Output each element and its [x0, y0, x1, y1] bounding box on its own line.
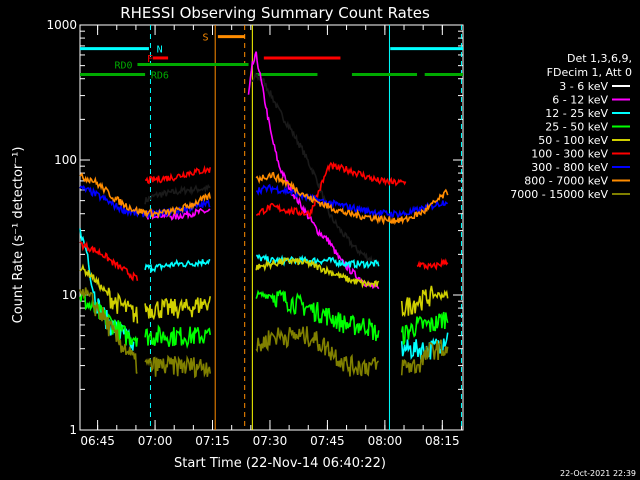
flag-label-rd6: RD6 [151, 70, 169, 81]
series-line-4 [400, 285, 449, 318]
x-tick-label: 07:00 [138, 434, 173, 448]
y-tick-label: 1000 [46, 18, 77, 32]
series-line-3 [79, 291, 139, 347]
flag-label-rd0: RD0 [114, 60, 132, 71]
series-line-4 [255, 256, 380, 289]
series-line-0 [144, 183, 211, 205]
legend-entry-label: 800 - 7000 keV [524, 175, 608, 188]
plot-area: 1 10 100 1000 06:45 07:00 07:15 07:30 07:45 08:00… [46, 18, 464, 448]
series-line-8 [400, 339, 449, 376]
x-tick-label: 06:45 [80, 434, 115, 448]
legend-entry-label: 300 - 800 keV [531, 161, 608, 174]
series-line-8 [255, 326, 379, 377]
series-line-8 [144, 354, 211, 379]
chart-title: RHESSI Observing Summary Count Rates [120, 4, 430, 22]
series-line-3 [400, 311, 449, 345]
y-tick-label: 100 [54, 153, 77, 167]
footer-timestamp: 22-Oct-2021 22:39 [560, 469, 636, 478]
flag-label-s: S [203, 33, 209, 44]
series-line-4 [144, 296, 211, 321]
x-tick-label: 07:30 [253, 434, 288, 448]
series-line-1 [247, 51, 380, 290]
series-line-3 [255, 289, 380, 342]
x-tick-label: 07:15 [195, 434, 230, 448]
series-line-8 [79, 287, 138, 375]
y-axis-label: Count Rate (s⁻¹ detector⁻¹) [11, 147, 26, 324]
series-line-5 [256, 161, 407, 218]
legend-entry-label: 50 - 100 keV [538, 134, 608, 147]
series-line-7 [255, 171, 449, 226]
series-line-5 [416, 257, 449, 271]
y-tick-label: 1 [69, 423, 77, 437]
series-line-0 [251, 71, 379, 269]
x-tick-label: 07:45 [310, 434, 345, 448]
x-tick-label: 08:00 [368, 434, 403, 448]
legend-header: FDecim 1, Att 0 [547, 66, 632, 79]
series-line-1 [144, 207, 211, 221]
series-line-2 [144, 258, 211, 273]
series-line-5 [144, 164, 211, 185]
legend-entry-label: 12 - 25 keV [545, 107, 608, 120]
series-line-7 [79, 172, 211, 219]
series-line-3 [144, 324, 211, 350]
legend-entry-label: 7000 - 15000 keV [510, 188, 608, 201]
legend-entry-label: 100 - 300 keV [531, 148, 608, 161]
legend-entry-label: 3 - 6 keV [559, 80, 608, 93]
plot-frame [79, 24, 464, 431]
flag-label-f: F [147, 54, 153, 65]
legend-entry-label: 6 - 12 keV [552, 94, 608, 107]
y-tick-label: 10 [62, 288, 77, 302]
series-line-2 [256, 253, 380, 269]
series-line-4 [79, 263, 139, 324]
x-tick-label: 08:15 [425, 434, 460, 448]
x-axis-label: Start Time (22-Nov-14 06:40:22) [174, 456, 386, 471]
legend-header: Det 1,3,6,9, [567, 52, 632, 65]
series-line-6 [256, 183, 448, 219]
legend-entry-label: 25 - 50 keV [545, 121, 608, 134]
flag-label-n: N [157, 45, 163, 56]
series-line-5 [79, 240, 139, 282]
